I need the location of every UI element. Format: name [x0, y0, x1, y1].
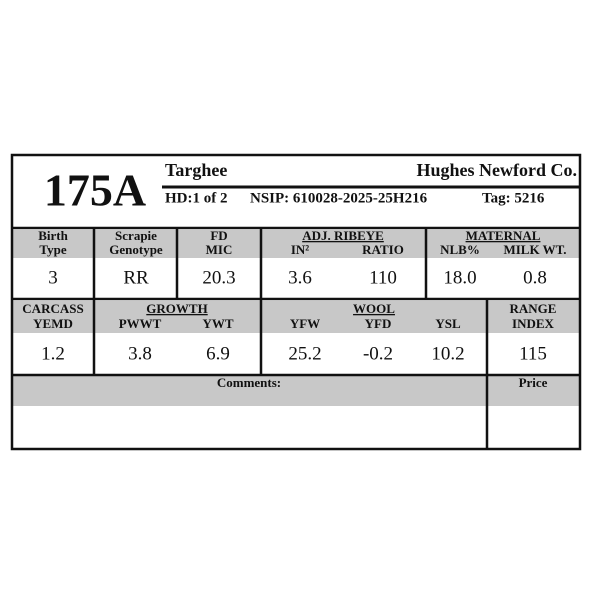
- trait-value: RR: [123, 267, 149, 288]
- trait-value: 10.2: [431, 343, 464, 364]
- comments-label: Comments:: [217, 375, 281, 390]
- trait-label: Type: [39, 242, 66, 257]
- trait-label: RANGE: [510, 301, 557, 316]
- nsip: NSIP: 610028-2025-25H216: [250, 190, 428, 206]
- trait-label: YWT: [202, 316, 233, 331]
- trait-value: 3.6: [288, 267, 312, 288]
- trait-label: PWWT: [119, 316, 162, 331]
- trait-value: 6.9: [206, 343, 230, 364]
- trait-value: 115: [519, 343, 547, 364]
- trait-label: RATIO: [362, 242, 404, 257]
- trait-value: 20.3: [202, 267, 235, 288]
- trait-label: Genotype: [109, 242, 163, 257]
- lot-number: 175A: [44, 165, 146, 216]
- row2-header-band: [12, 301, 580, 333]
- group-title: MATERNAL: [466, 228, 541, 243]
- trait-label: MIC: [206, 242, 233, 257]
- trait-value: 3: [48, 267, 58, 288]
- trait-label: YSL: [435, 316, 461, 331]
- breeder: Hughes Newford Co.: [417, 160, 578, 180]
- trait-value: 0.8: [523, 267, 547, 288]
- trait-label: Birth: [38, 228, 68, 243]
- hd: HD:1 of 2: [165, 190, 228, 206]
- trait-label: Scrapie: [115, 228, 157, 243]
- group-title: GROWTH: [146, 301, 207, 316]
- trait-value: 110: [369, 267, 397, 288]
- trait-label: YEMD: [33, 316, 73, 331]
- trait-label: IN²: [291, 242, 309, 257]
- row3-header-band: [12, 376, 580, 406]
- row1-header-band: [12, 230, 580, 258]
- trait-label: MILK WT.: [503, 242, 566, 257]
- trait-value: 25.2: [288, 343, 321, 364]
- trait-value: -0.2: [363, 343, 393, 364]
- card-border: [10, 153, 582, 451]
- trait-label: YFW: [290, 316, 320, 331]
- price-label: Price: [519, 375, 548, 390]
- trait-label: FD: [210, 228, 227, 243]
- trait-label: CARCASS: [22, 301, 83, 316]
- group-title: WOOL: [353, 301, 395, 316]
- trait-value: 1.2: [41, 343, 65, 364]
- group-title: ADJ. RIBEYE: [302, 228, 384, 243]
- trait-label: INDEX: [512, 316, 555, 331]
- tag: Tag: 5216: [482, 190, 545, 206]
- trait-label: NLB%: [440, 242, 480, 257]
- breed: Targhee: [165, 160, 227, 180]
- trait-label: YFD: [365, 316, 392, 331]
- trait-value: 3.8: [128, 343, 152, 364]
- trait-value: 18.0: [443, 267, 476, 288]
